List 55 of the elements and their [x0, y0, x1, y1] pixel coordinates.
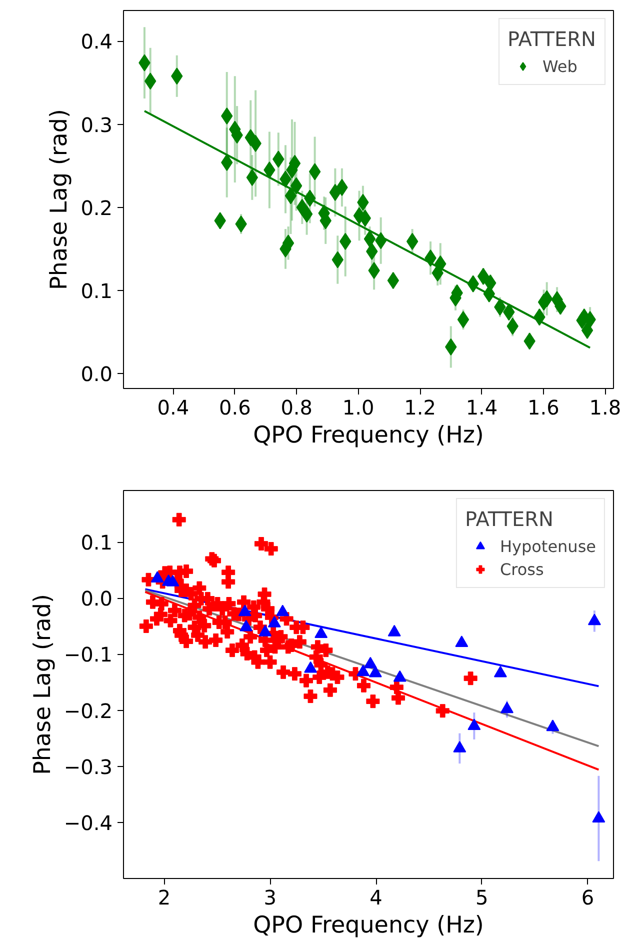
y-tick-label: 0.4 [80, 30, 113, 54]
x-tick-label: 1.6 [528, 396, 560, 420]
point [588, 614, 601, 626]
x-tick-label: 3 [264, 886, 277, 910]
x-tick-label: 0.6 [218, 396, 251, 420]
point [500, 702, 514, 714]
legend-label: Cross [500, 560, 544, 578]
legend-label: Web [542, 56, 578, 76]
point [304, 661, 318, 673]
point [314, 626, 328, 638]
x-tick-label: 5 [476, 886, 488, 910]
y-tick-label: 0.1 [80, 278, 113, 303]
y-tick-label: −0.1 [64, 642, 113, 667]
y-tick-label: −0.3 [64, 754, 113, 779]
point [258, 624, 272, 636]
y-tick-label: 0.0 [80, 362, 113, 386]
point [453, 740, 466, 752]
x-tick-label: 1.8 [589, 396, 622, 420]
point [393, 670, 406, 682]
x-tick-label: 2 [158, 886, 171, 910]
point [356, 664, 370, 676]
y-tick-label: 0.0 [80, 586, 113, 611]
point [150, 571, 164, 582]
point [388, 624, 401, 636]
x-tick-label: 4 [370, 886, 382, 910]
y-axis-title: Phase Lag (rad) [30, 594, 56, 775]
point [364, 656, 377, 668]
x-axis-title: QPO Frequency (Hz) [253, 422, 484, 448]
point [268, 616, 281, 628]
point [276, 604, 290, 616]
x-tick-label: 1.2 [404, 396, 436, 420]
point [368, 666, 382, 678]
x-tick-label: 1.0 [342, 396, 374, 420]
legend-title: PATTERN [508, 27, 596, 51]
point [238, 604, 252, 616]
point [240, 620, 253, 632]
legend-title: PATTERN [464, 507, 554, 531]
x-tick-label: 6 [581, 886, 594, 910]
y-axis-title: Phase Lag (rad) [46, 109, 73, 290]
x-tick-label: 1.4 [466, 396, 498, 420]
legend-label: Hypotenuse [500, 536, 596, 556]
y-tick-label: −0.2 [64, 698, 113, 723]
point [592, 811, 606, 822]
x-tick-label: 0.4 [157, 396, 190, 420]
point [166, 575, 180, 586]
point [468, 718, 481, 730]
point [455, 636, 468, 647]
y-tick-label: −0.4 [64, 810, 113, 835]
y-tick-label: 0.1 [80, 530, 113, 555]
x-axis-title: QPO Frequency (Hz) [253, 912, 484, 938]
y-tick-label: 0.2 [80, 196, 113, 220]
x-tick-label: 0.8 [280, 396, 313, 420]
point [494, 666, 507, 678]
y-tick-label: 0.3 [80, 112, 113, 137]
point [546, 720, 560, 732]
